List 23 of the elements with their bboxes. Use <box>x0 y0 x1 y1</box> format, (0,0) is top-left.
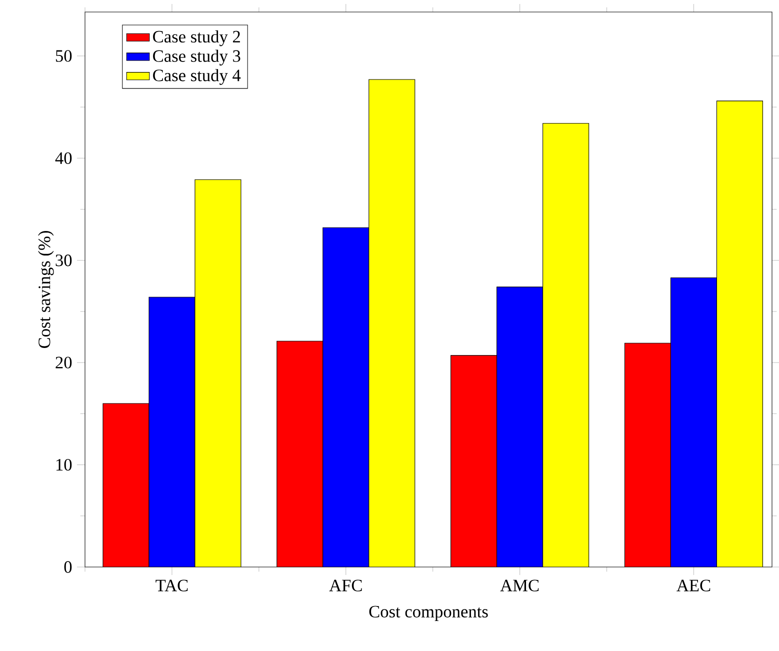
bar <box>322 227 370 567</box>
y-tick-label: 30 <box>56 254 72 266</box>
y-tick-label: 10 <box>56 458 72 471</box>
bar <box>670 277 718 567</box>
bar <box>148 296 196 567</box>
y-tick-label: 40 <box>55 152 72 164</box>
x-tick-label: TAC <box>156 580 188 592</box>
x-tick-label: AMC <box>500 580 539 592</box>
bar <box>368 79 416 567</box>
y-tick-label: 20 <box>56 356 72 368</box>
x-tick-label: AEC <box>676 580 710 592</box>
x-axis-title: Cost components <box>369 606 488 621</box>
bar <box>542 123 590 567</box>
y-tick-label: 50 <box>56 50 72 62</box>
legend-label: Case study 4 <box>153 69 241 85</box>
bar <box>194 179 242 567</box>
legend-label: Case study 3 <box>153 50 240 66</box>
x-tick-label: AFC <box>329 580 362 592</box>
bar <box>496 286 544 567</box>
y-axis-title: Cost savings (%) <box>38 231 54 348</box>
y-tick-label: 0 <box>64 561 72 573</box>
legend-label: Case study 2 <box>153 30 240 46</box>
bar <box>716 100 764 567</box>
